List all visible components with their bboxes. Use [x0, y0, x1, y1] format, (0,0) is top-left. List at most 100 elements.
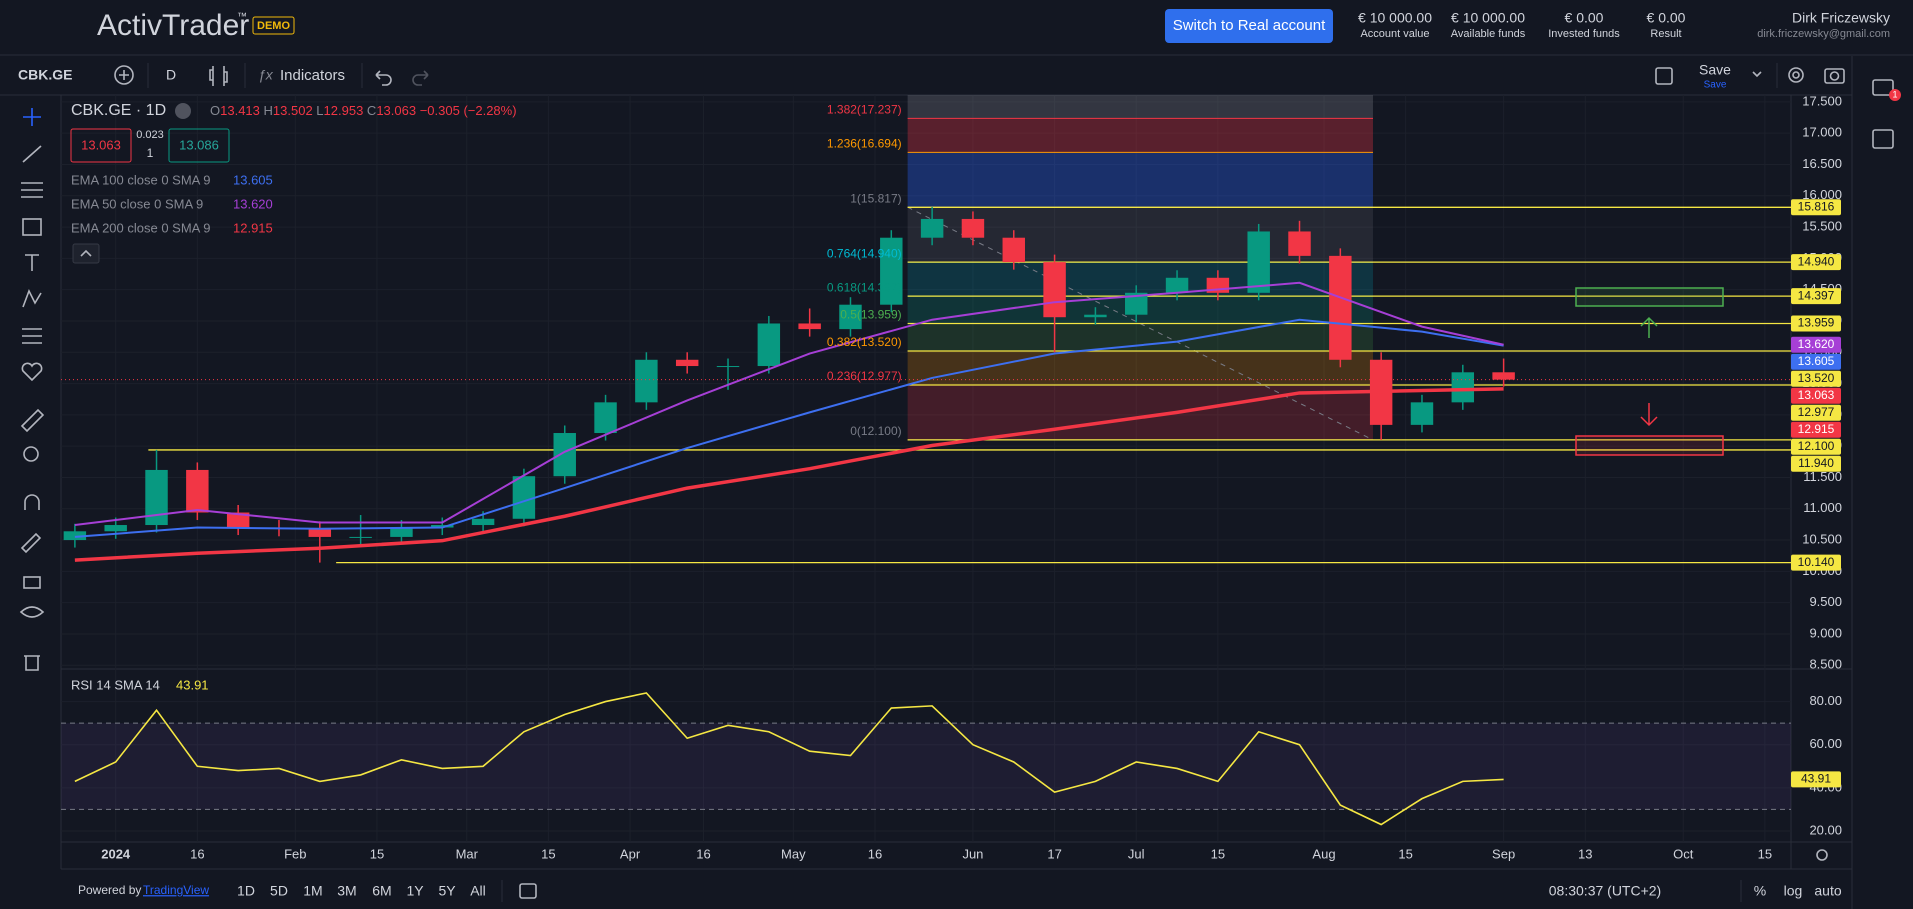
down-arrow[interactable] — [1640, 403, 1658, 427]
price-badge — [1791, 387, 1841, 404]
indicator-value: 13.605 — [233, 172, 273, 187]
price-badge-label: 12.915 — [1798, 422, 1835, 436]
candle-body — [553, 433, 576, 477]
demo-badge-frame — [252, 16, 295, 35]
stop-box[interactable] — [1575, 435, 1724, 456]
range-button[interactable]: All — [470, 883, 486, 899]
settings-icon[interactable] — [1788, 67, 1804, 83]
range-button[interactable]: 3M — [337, 883, 356, 899]
candle-body — [1247, 231, 1270, 293]
range-button[interactable]: 5Y — [438, 883, 456, 899]
indicators-button[interactable]: Indicators — [280, 67, 345, 84]
buy-box[interactable] — [168, 128, 230, 163]
range-button[interactable]: 1M — [303, 883, 322, 899]
price-badge — [1791, 771, 1841, 788]
date-range-icon[interactable] — [519, 883, 537, 899]
interval[interactable]: D — [166, 67, 176, 83]
shape-tool[interactable] — [22, 218, 42, 236]
x-tick-label: 16 — [696, 846, 710, 861]
messages-icon[interactable] — [1872, 79, 1894, 96]
favorites-tool[interactable] — [21, 362, 43, 382]
target-box[interactable] — [1575, 287, 1724, 307]
chart-type-icon[interactable] — [209, 66, 228, 86]
x-tick-label: Jul — [1128, 846, 1145, 861]
candle-body — [1125, 292, 1148, 315]
text-tool[interactable] — [25, 254, 39, 271]
percent-toggle[interactable]: % — [1754, 883, 1766, 899]
y-tick-label: 16.500 — [1802, 156, 1842, 171]
switch-button-label[interactable]: Switch to Real account — [1173, 17, 1326, 34]
layout-icon[interactable] — [1655, 67, 1673, 85]
quantity[interactable]: 1 — [147, 146, 154, 160]
candle-body — [104, 525, 127, 532]
y-tick-label: 60.00 — [1809, 736, 1842, 751]
price-badge-label: 13.959 — [1798, 316, 1835, 330]
redo-icon[interactable] — [412, 70, 429, 86]
y-tick-label: 11.000 — [1803, 500, 1842, 515]
candle-body — [594, 402, 617, 434]
ohlc-label: C — [367, 103, 376, 118]
candle-body — [1410, 402, 1434, 425]
camera-icon[interactable] — [1824, 68, 1845, 84]
magnet-tool[interactable] — [24, 494, 40, 510]
range-button[interactable]: 5D — [270, 883, 288, 899]
sell-box[interactable] — [70, 128, 132, 163]
fib-tool[interactable] — [21, 182, 43, 198]
header: ActivTrader ™ DEMO Switch to Real accoun… — [0, 9, 1913, 56]
candle-body — [226, 512, 250, 528]
y-tick-label: 8.500 — [1809, 657, 1842, 672]
lock-tool[interactable] — [23, 576, 41, 589]
legend-toggle[interactable] — [175, 103, 191, 119]
ema-line — [74, 318, 1504, 538]
add-symbol-icon[interactable] — [114, 65, 134, 85]
buy-price[interactable]: 13.086 — [179, 137, 219, 152]
range-button[interactable]: 1Y — [406, 883, 424, 899]
symbol[interactable]: CBK.GE — [18, 67, 72, 83]
prediction-tool[interactable] — [22, 328, 42, 344]
news-icon[interactable] — [1872, 129, 1894, 149]
price-badge-label: 14.940 — [1798, 254, 1835, 268]
collapse-button[interactable] — [72, 243, 100, 264]
range-button[interactable]: 6M — [372, 883, 391, 899]
log-toggle[interactable]: log — [1784, 883, 1803, 899]
candle-body — [920, 218, 944, 238]
ruler-tool[interactable] — [20, 408, 45, 433]
fib-label: 0(12.100) — [850, 424, 901, 438]
candle-body — [63, 531, 87, 541]
range-button[interactable]: 1D — [237, 883, 255, 899]
ohlc: O13.413 H13.502 L12.953 C13.063 −0.305 (… — [210, 103, 517, 118]
rsi-pane — [61, 692, 1791, 826]
candle-body — [1084, 314, 1107, 318]
fib-label: 0.236(12.977) — [827, 369, 902, 383]
visibility-tool[interactable] — [19, 606, 45, 618]
price-badge — [1791, 421, 1841, 438]
zoom-tool[interactable] — [23, 446, 39, 462]
axes: 2024 16 Feb 15 Mar 15 Apr 16 May 16 Jun 17 Jul 15 Aug 1… — [101, 93, 1842, 861]
auto-toggle[interactable]: auto — [1814, 883, 1841, 899]
undo-icon[interactable] — [375, 70, 392, 86]
x-tick-label: 15 — [1758, 846, 1772, 861]
fx-icon[interactable]: ƒx — [258, 67, 274, 83]
stat-label: Invested funds — [1548, 28, 1620, 40]
fib-label: 1(15.817) — [850, 191, 901, 205]
up-arrow[interactable] — [1640, 316, 1658, 338]
trend-line-tool[interactable] — [22, 145, 42, 163]
save-menu-icon[interactable] — [1752, 71, 1762, 78]
provider-link[interactable]: TradingView — [143, 883, 209, 897]
axis-settings-icon[interactable] — [1816, 849, 1828, 861]
sell-price[interactable]: 13.063 — [81, 137, 121, 152]
x-tick-label: 17 — [1047, 846, 1061, 861]
user-name[interactable]: Dirk Friczewsky — [1792, 10, 1890, 26]
x-tick-label: May — [781, 846, 806, 861]
delete-tool[interactable] — [24, 655, 40, 671]
price-badge — [1791, 336, 1841, 353]
switch-button[interactable] — [1165, 9, 1333, 43]
ohlc-value: 12.953 — [324, 103, 364, 118]
fib-zone — [907, 95, 1373, 119]
pattern-tool[interactable] — [22, 289, 42, 308]
crosshair-tool[interactable] — [23, 108, 41, 126]
draw-mode-tool[interactable] — [20, 532, 42, 554]
fib-label: 1.236(16.694) — [827, 137, 902, 151]
save-button[interactable]: Save — [1699, 62, 1731, 78]
logo[interactable]: ActivTrader — [97, 9, 249, 42]
